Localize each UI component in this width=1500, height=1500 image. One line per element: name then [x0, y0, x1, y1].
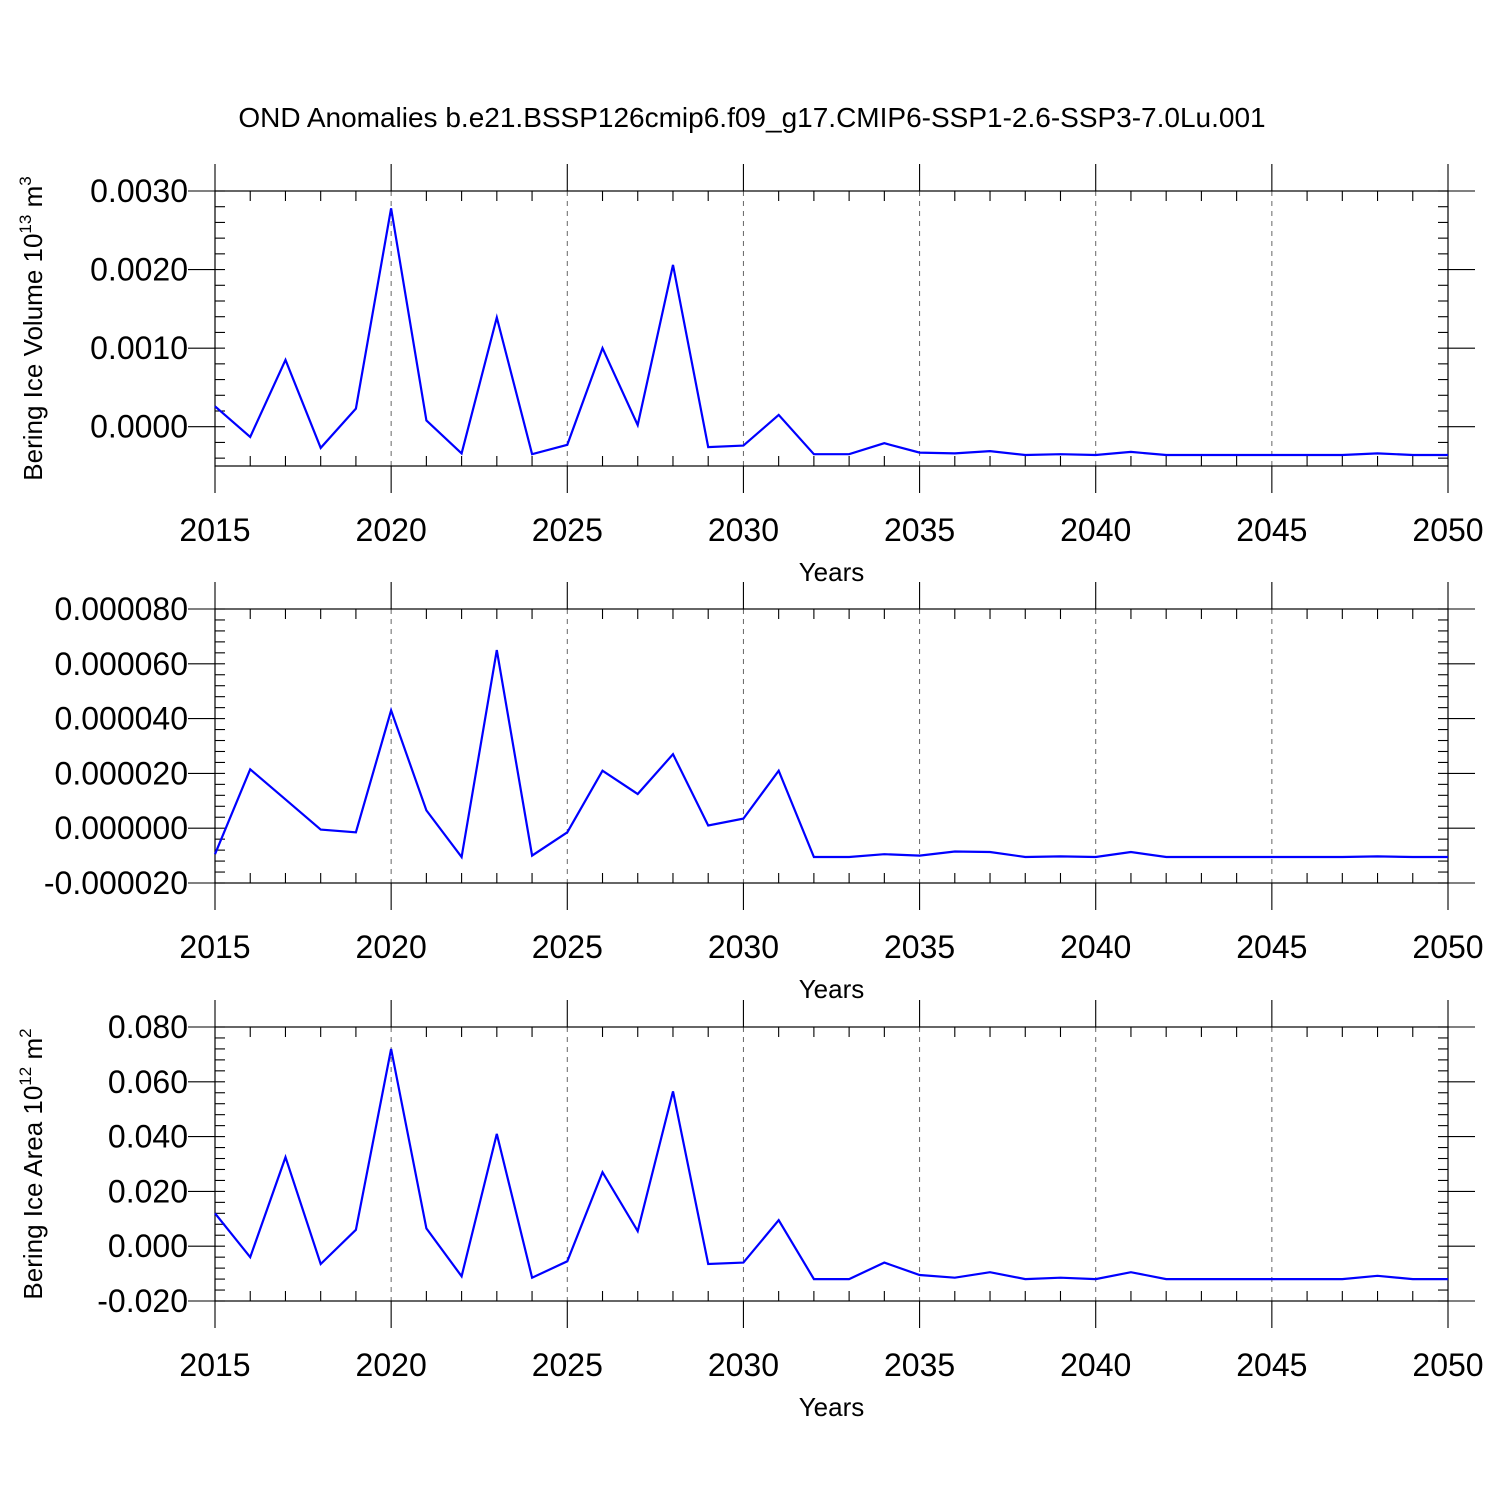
x-tick-label: 2015 [179, 929, 250, 965]
x-tick-label: 2030 [708, 929, 779, 965]
series-line-volume [214, 208, 1448, 457]
x-tick-label: 2040 [1060, 512, 1131, 548]
plot-frame [214, 1026, 1449, 1302]
panel-2: -0.000020 0.000000 0.000020 0.000040 0.00006… [44, 582, 1484, 1004]
x-tick-label: 2040 [1060, 929, 1131, 965]
x-tick-label: 2045 [1236, 1347, 1307, 1383]
y-tick-label: 0.000060 [55, 646, 188, 682]
panel-1: 0.0000 0.0010 0.0020 0.0030 2015 2020 2025 2030… [16, 164, 1484, 587]
y-axis-label-unit-exponent: 2 [16, 1028, 35, 1037]
y-tick-label: 0.020 [108, 1173, 188, 1209]
y-axis-label-main: Bering Ice Volume 10 [18, 234, 48, 481]
x-axis-label: Years [799, 557, 865, 587]
x-tick-label: 2020 [356, 929, 427, 965]
y-tick-label: 0.000 [108, 1228, 188, 1264]
y-axis-label-unit: m [18, 1038, 48, 1067]
x-tick-label: 2045 [1236, 512, 1307, 548]
y-tick-label: 0.0000 [90, 409, 188, 445]
x-tick-label: 2025 [532, 929, 603, 965]
panel-3: -0.020 0.000 0.020 0.040 0.060 0.080 2015 2020 2… [16, 1000, 1484, 1422]
x-tick-label: 2025 [532, 512, 603, 548]
y-axis-label-unit-exponent: 3 [16, 176, 35, 185]
x-tick-label: 2050 [1412, 1347, 1483, 1383]
y-tick-label: 0.0030 [90, 173, 188, 209]
series-line-area [214, 1048, 1448, 1281]
x-tick-label: 2035 [884, 929, 955, 965]
x-tick-label: 2045 [1236, 929, 1307, 965]
plot-frame [214, 608, 1449, 884]
x-tick-label: 2035 [884, 1347, 955, 1383]
y-tick-label: 0.040 [108, 1119, 188, 1155]
y-axis-label: Bering Ice Volume 1013 m3 [16, 176, 48, 480]
y-tick-label: 0.0010 [90, 330, 188, 366]
y-tick-label: 0.060 [108, 1064, 188, 1100]
x-tick-label: 2015 [179, 1347, 250, 1383]
y-axis-label-exponent: 13 [16, 215, 35, 234]
plot-frame [214, 190, 1449, 467]
x-tick-label: 2040 [1060, 1347, 1131, 1383]
x-axis-label: Years [799, 1392, 865, 1422]
x-tick-label: 2025 [532, 1347, 603, 1383]
x-tick-label: 2030 [708, 512, 779, 548]
y-tick-label: 0.000000 [55, 810, 188, 846]
y-axis-label-exponent: 12 [16, 1067, 35, 1086]
y-axis-label-main: Bering Ice Area 10 [18, 1086, 48, 1300]
y-axis-label: Bering Ice Area 1012 m2 [16, 1028, 48, 1299]
x-tick-label: 2020 [356, 512, 427, 548]
x-tick-label: 2015 [179, 512, 250, 548]
y-tick-label: 0.000080 [55, 591, 188, 627]
series-line-middle [213, 649, 1448, 860]
x-tick-label: 2035 [884, 512, 955, 548]
y-tick-label: 0.080 [108, 1009, 188, 1045]
y-tick-label: -0.000020 [44, 865, 188, 901]
y-tick-label: 0.000020 [55, 755, 188, 791]
x-tick-label: 2030 [708, 1347, 779, 1383]
y-tick-label: 0.000040 [55, 701, 188, 737]
x-tick-label: 2050 [1412, 929, 1483, 965]
x-axis-label: Years [799, 974, 865, 1004]
y-tick-label: -0.020 [97, 1283, 188, 1319]
y-axis-label-unit: m [18, 186, 48, 215]
x-tick-label: 2020 [356, 1347, 427, 1383]
y-tick-label: 0.0020 [90, 252, 188, 288]
x-tick-label: 2050 [1412, 512, 1483, 548]
chart-title: OND Anomalies b.e21.BSSP126cmip6.f09_g17… [238, 102, 1265, 133]
